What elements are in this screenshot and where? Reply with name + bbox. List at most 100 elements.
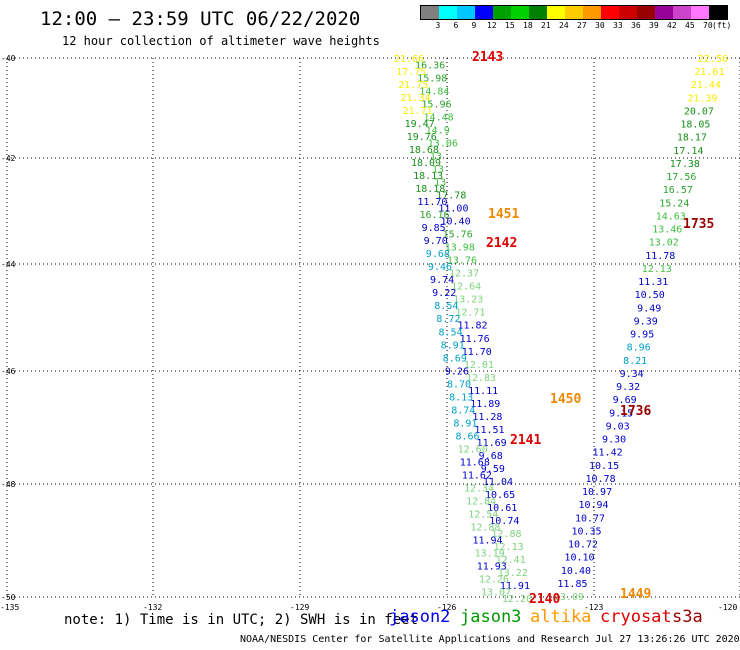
wave-height-value: 13.07: [481, 587, 511, 598]
wave-height-value: 18.18: [415, 184, 445, 195]
legend-swatches: [420, 5, 728, 20]
wave-height-value: 9.22: [432, 288, 456, 299]
wave-height-value: 13.22: [498, 568, 528, 579]
wave-height-value: 13.98: [445, 243, 475, 254]
time-label: 2141: [510, 433, 541, 448]
wave-height-value: 10.40: [441, 217, 471, 228]
wave-height-value: 11.91: [500, 581, 530, 592]
wave-height-value: 18.17: [677, 133, 707, 144]
wave-height-value: 14.84: [419, 87, 449, 98]
wave-height-value: 12.41: [496, 555, 526, 566]
wave-height-value: 14.9: [426, 126, 450, 137]
wave-height-value: 21.75: [398, 80, 428, 91]
wave-height-value: 11.85: [557, 579, 587, 590]
time-label: 1735: [683, 217, 714, 232]
wave-height-value: 11.42: [593, 448, 623, 459]
legend-labels: 3 6 9 12 15 18 21 24 27 30 33 36 39 42 45 70 (ft): [420, 20, 732, 32]
wave-height-value: 9.26: [445, 366, 469, 377]
wave-height-value: 12.13: [642, 264, 672, 275]
wave-height-value: 12.34: [464, 483, 494, 494]
wave-height-value: 11.76: [460, 334, 490, 345]
legend-label: 36: [631, 21, 641, 30]
wave-height-value: 12.13: [494, 542, 524, 553]
wave-height-value: 21.71: [402, 106, 432, 117]
wave-height-value: 13.02: [649, 238, 679, 249]
legend-label: 24: [559, 21, 569, 30]
wave-height-value: 9.34: [620, 369, 644, 380]
wave-height-value: 16.16: [419, 210, 449, 221]
wave-height-value: 21.34: [400, 93, 430, 104]
footer-credit: NOAA/NESDIS Center for Satellite Applica…: [240, 634, 740, 645]
wave-height-value: 11.68: [460, 457, 490, 468]
legend-swatch: [457, 6, 475, 19]
lat-label: -48: [1, 480, 16, 489]
legend-label: 33: [613, 21, 623, 30]
wave-height-value: 11.11: [468, 386, 498, 397]
wave-height-value: 9.15: [609, 408, 633, 419]
satellite-jason3: jason3: [460, 607, 522, 627]
map-subtitle: 12 hour collection of altimeter wave hei…: [62, 34, 380, 48]
wave-height-value: 10.10: [564, 553, 594, 564]
wave-height-value: 8.72: [436, 314, 460, 325]
wave-height-value: 12.64: [451, 282, 481, 293]
legend-swatch: [475, 6, 493, 19]
time-label: 1449: [620, 587, 651, 602]
wave-height-value: 10.50: [635, 290, 665, 301]
altimeter-tracks: 21.6616.3617.7515.9821.7514.8421.3415.96…: [394, 54, 728, 605]
satellite-jason2: jason2: [389, 607, 451, 627]
lon-label: -120: [718, 603, 737, 612]
legend-label: 15: [505, 21, 515, 30]
wave-height-value: 17.78: [436, 191, 466, 202]
legend-label: 6: [453, 21, 459, 30]
wave-height-value: 13.23: [453, 295, 483, 306]
wave-height-value: 14.63: [656, 211, 686, 222]
wave-height-value: 11.62: [462, 470, 492, 481]
wave-height-value: 22.56: [698, 54, 728, 65]
wave-height-value: 8.91: [453, 418, 477, 429]
wave-height-value: 10.94: [578, 500, 608, 511]
legend-swatch: [421, 6, 439, 19]
wave-height-value: 12.88: [470, 522, 500, 533]
wave-height-value: 11.70: [462, 347, 492, 358]
legend-swatch: [709, 6, 727, 19]
wave-height-value: 14.48: [424, 113, 454, 124]
wave-height-value: 9.68: [479, 451, 503, 462]
wave-height-value: 11.69: [477, 438, 507, 449]
wave-height-value: 13: [430, 152, 442, 163]
legend-label: 27: [577, 21, 587, 30]
axis-labels: -40 -42 -44 -46 -48 -50-135 -132 -129 -126 -123 -1…: [0, 54, 737, 612]
legend-swatch: [655, 6, 673, 19]
wave-height-value: 8.54: [439, 327, 463, 338]
wave-height-value: 10.65: [485, 490, 515, 501]
wave-height-value: 8.91: [441, 340, 465, 351]
wave-height-value: 8.74: [451, 405, 475, 416]
legend-swatch: [511, 6, 529, 19]
wave-height-value: 17.38: [670, 159, 700, 170]
wave-height-value: 11.28: [472, 412, 502, 423]
wave-height-value: 9.74: [430, 275, 454, 286]
legend-label: 12: [487, 21, 497, 30]
wave-height-value: 15.98: [417, 74, 447, 85]
satellite-altika: altika: [530, 607, 592, 627]
time-label: 1736: [620, 404, 651, 419]
wave-height-value: 9.69: [613, 395, 637, 406]
wave-height-value: 9.59: [481, 464, 505, 475]
wave-height-value: 18.09: [411, 158, 441, 169]
wave-height-value: 11.70: [417, 197, 447, 208]
wave-height-value: 16.57: [663, 185, 693, 196]
legend-swatch: [691, 6, 709, 19]
wave-height-value: 13.19: [475, 548, 505, 559]
wave-height-value: 11.31: [638, 277, 668, 288]
wave-height-value: 13.06: [428, 139, 458, 150]
wave-height-value: 13.76: [447, 256, 477, 267]
lat-label: -50: [1, 593, 16, 602]
wave-height-value: 17.56: [666, 172, 696, 183]
legend-swatch: [673, 6, 691, 19]
wave-height-value: 8.66: [455, 431, 479, 442]
wave-height-value: 11.04: [483, 477, 513, 488]
legend-label: 18: [523, 21, 533, 30]
wave-height-value: 9.95: [630, 330, 654, 341]
lat-label: -46: [1, 367, 16, 376]
legend-swatch: [529, 6, 547, 19]
